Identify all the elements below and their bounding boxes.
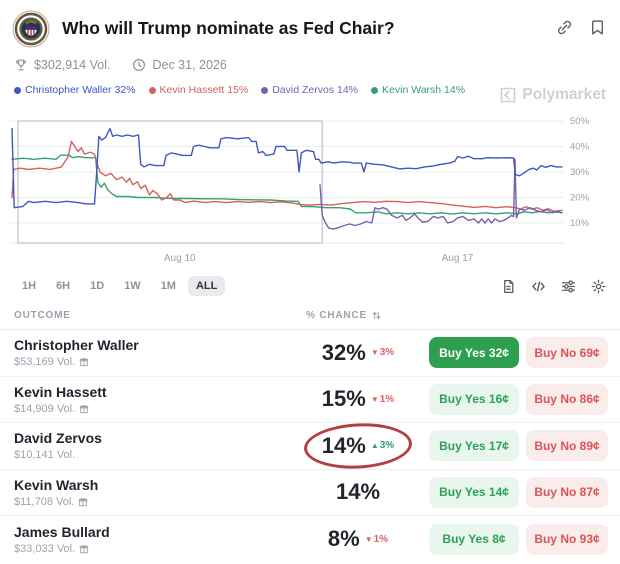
buy-no-button[interactable]: Buy No 87¢: [526, 476, 608, 508]
buy-yes-button[interactable]: Buy Yes 8¢: [429, 523, 519, 555]
outcome-volume: $33,033 Vol.: [14, 542, 76, 555]
change-indicator: ▲ 3%: [370, 440, 395, 452]
legend-dot: [148, 86, 156, 94]
buy-yes-button[interactable]: Buy Yes 16¢: [429, 383, 519, 415]
buy-no-button[interactable]: Buy No 89¢: [526, 430, 608, 462]
legend-item-zervos: David Zervos 14%: [261, 84, 358, 96]
chance-value: 14%: [335, 479, 381, 505]
legend-dot: [261, 86, 269, 94]
buy-no-button[interactable]: Buy No 93¢: [526, 523, 608, 555]
trophy-icon: [16, 59, 26, 71]
polymarket-logo-icon: [501, 87, 516, 103]
outcome-volume: $10,141 Vol.: [14, 449, 76, 462]
svg-text:40%: 40%: [570, 142, 590, 153]
svg-text:30%: 30%: [570, 167, 590, 178]
volume-label: $302,914 Vol.: [34, 58, 111, 72]
outcome-volume: $11,708 Vol.: [14, 495, 75, 508]
market-stats: $302,914 Vol. Dec 31, 2026: [0, 48, 620, 72]
outcome-name: Kevin Warsh: [14, 476, 99, 493]
svg-text:20%: 20%: [570, 193, 590, 204]
buy-no-button[interactable]: Buy No 86¢: [526, 383, 608, 415]
chance-value: 15%: [321, 386, 366, 412]
gear-icon[interactable]: [591, 279, 606, 294]
outcome-name: James Bullard: [14, 523, 110, 540]
chance-value: 32%: [321, 339, 366, 365]
svg-text:Aug 17: Aug 17: [442, 253, 474, 264]
buy-yes-button[interactable]: Buy Yes 14¢: [429, 476, 519, 508]
chart-toolbar: 1H 6H 1D 1W 1M ALL: [0, 270, 620, 296]
range-button-1h[interactable]: 1H: [22, 280, 37, 292]
time-range-group: 1H 6H 1D 1W 1M ALL: [14, 276, 226, 296]
gift-icon: [79, 544, 89, 553]
clock-icon: [133, 58, 146, 72]
range-button-all[interactable]: ALL: [187, 276, 226, 296]
outcome-table: Christopher Waller $53,169 Vol. 32% ▼ 3% …: [0, 330, 620, 563]
legend-item-warsh: Kevin Warsh 14%: [371, 84, 465, 96]
table-row: Kevin Hassett $14,909 Vol. 15% ▼ 1% Buy Y…: [0, 377, 620, 423]
table-header: OUTCOME % CHANCE: [0, 296, 620, 330]
change-indicator: ▼ 1%: [370, 393, 395, 405]
gift-icon: [79, 404, 89, 413]
polymarket-watermark: Polymarket: [499, 86, 606, 104]
copy-link-icon[interactable]: [556, 19, 573, 36]
buy-yes-button[interactable]: Buy Yes 32¢: [429, 337, 519, 369]
gift-icon: [79, 358, 89, 367]
watermark-text: Polymarket: [522, 86, 606, 103]
legend-dot: [371, 86, 379, 94]
change-indicator: ▼ 1%: [364, 533, 389, 545]
chance-value: 8%: [327, 526, 360, 552]
outcome-name: Kevin Hassett: [14, 383, 107, 400]
outcome-name: Christopher Waller: [14, 337, 139, 354]
outcome-volume: $14,909 Vol.: [14, 402, 76, 415]
gift-icon: [79, 497, 88, 506]
svg-text:10%: 10%: [570, 218, 590, 229]
price-chart[interactable]: 50% 40% 30% 20% 10% Aug 10 Aug 17: [0, 106, 620, 270]
chance-column-header: % CHANCE: [306, 310, 367, 321]
bookmark-icon[interactable]: [589, 19, 606, 36]
buy-no-button[interactable]: Buy No 69¢: [526, 337, 608, 369]
chance-value: 14%: [321, 432, 366, 458]
legend-item-hassett: Kevin Hassett 15%: [148, 84, 248, 96]
outcome-column-header: OUTCOME: [14, 310, 71, 321]
table-row: Christopher Waller $53,169 Vol. 32% ▼ 3% …: [0, 330, 620, 377]
legend-row: Christopher Waller 32% Kevin Hassett 15%…: [0, 72, 620, 104]
buy-yes-button[interactable]: Buy Yes 17¢: [429, 430, 519, 462]
svg-text:Aug 10: Aug 10: [164, 253, 196, 264]
table-row: David Zervos $10,141 Vol. 14% ▲ 3% Buy Ye…: [0, 420, 620, 472]
table-row: James Bullard $33,033 Vol. 8% ▼ 1% Buy Ye…: [0, 516, 620, 563]
market-title: Who will Trump nominate as Fed Chair?: [62, 18, 395, 38]
range-button-1w[interactable]: 1W: [124, 280, 141, 292]
range-button-6h[interactable]: 6H: [56, 280, 71, 292]
legend-dot: [14, 86, 21, 94]
end-date-label: Dec 31, 2026: [152, 58, 227, 72]
change-indicator: ▼ 3%: [370, 347, 395, 359]
sort-icon[interactable]: [371, 310, 382, 321]
code-icon[interactable]: [531, 279, 546, 294]
market-header: Who will Trump nominate as Fed Chair?: [0, 0, 620, 48]
svg-text:50%: 50%: [570, 116, 590, 127]
outcome-volume: $53,169 Vol.: [14, 356, 76, 369]
outcome-name: David Zervos: [14, 430, 102, 447]
range-button-1d[interactable]: 1D: [90, 280, 105, 292]
range-button-1m[interactable]: 1M: [160, 280, 176, 292]
table-row: Kevin Warsh $11,708 Vol. 14% Buy Yes 14¢…: [0, 470, 620, 516]
market-seal-logo: [12, 10, 50, 48]
sliders-icon[interactable]: [561, 279, 576, 294]
chart-legend: Christopher Waller 32% Kevin Hassett 15%…: [14, 84, 465, 96]
file-icon[interactable]: [501, 279, 516, 294]
legend-item-waller: Christopher Waller 32%: [14, 84, 136, 96]
